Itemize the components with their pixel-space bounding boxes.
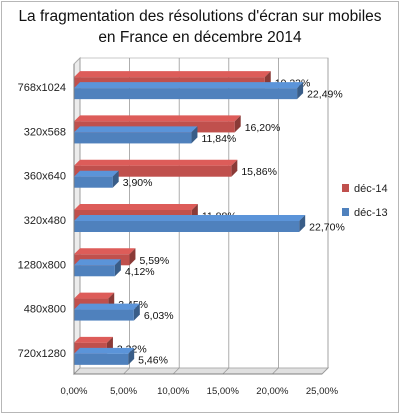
bar-end-face [128, 347, 135, 365]
gridline-floor [172, 367, 180, 375]
bar-top-face [74, 115, 241, 122]
bar-front-face [74, 353, 129, 365]
x-tick-label: 10,00% [157, 386, 190, 397]
data-label: 15,86% [241, 166, 277, 178]
bar-end-face [234, 115, 241, 133]
x-tick-label: 5,00% [110, 386, 137, 397]
bar-dec13 [74, 303, 140, 321]
category-label: 1280x800 [18, 259, 66, 271]
gridline-floor [123, 367, 130, 375]
bar-front-face [74, 132, 192, 144]
bar-top-face [74, 259, 121, 266]
bar-end-face [133, 303, 140, 321]
data-label: 11,84% [201, 133, 236, 145]
bar-top-face [74, 248, 136, 255]
chart-title-line-1: La fragmentation des résolutions d'écran… [18, 8, 382, 25]
bar-top-face [74, 159, 238, 166]
category-label: 320x568 [24, 126, 66, 138]
bar-top-face [74, 126, 198, 133]
legend-label-dec13: déc-13 [354, 207, 388, 219]
gridline-floor [321, 367, 329, 375]
bar-dec13 [74, 347, 135, 365]
bar-top-face [74, 347, 135, 354]
bar-front-face [74, 165, 232, 177]
bar-end-face [112, 170, 119, 188]
bar-top-face [74, 82, 304, 89]
bar-end-face [129, 248, 136, 266]
plot-floor [72, 367, 330, 375]
data-label: 4,12% [125, 266, 155, 278]
bar-end-face [297, 82, 304, 100]
bar-dec14 [74, 159, 238, 177]
category-label: 480x800 [24, 304, 66, 316]
bar-dec13 [74, 82, 304, 100]
bar-end-face [231, 159, 238, 177]
bar-dec13 [74, 259, 121, 277]
x-tick-label: 15,00% [207, 386, 240, 397]
data-label: 5,46% [138, 354, 168, 366]
data-label: 3,90% [123, 177, 153, 189]
category-label: 720x1280 [18, 348, 66, 360]
bar-top-face [74, 303, 140, 310]
category-label: 360x640 [24, 171, 66, 183]
chart-title-line-2: en France en décembre 2014 [98, 29, 302, 46]
bar-dec13 [74, 126, 198, 144]
bar-front-face [74, 309, 134, 321]
category-label: 768x1024 [18, 82, 66, 94]
bar-top-face [74, 170, 119, 177]
bar-end-face [191, 126, 198, 144]
legend-swatch-dec14 [342, 184, 349, 192]
bar-top-face [74, 204, 198, 210]
x-tick-label: 0,00% [61, 386, 88, 397]
x-tick-label: 25,00% [306, 386, 339, 397]
bar-front-face [74, 88, 298, 100]
chart-title: La fragmentation des résolutions d'écran… [2, 6, 398, 48]
bar-front-face [74, 265, 115, 277]
data-label: 22,70% [309, 222, 345, 234]
data-label: 22,49% [307, 89, 343, 101]
x-tick-label: 20,00% [256, 386, 289, 397]
gridline-floor [272, 367, 279, 375]
gridline-floor [73, 367, 81, 375]
bar-top-face [74, 336, 113, 343]
data-label: 5,59% [139, 255, 169, 267]
bar-end-face [299, 215, 306, 232]
bar-front-face [74, 221, 300, 232]
category-label: 320x480 [24, 215, 66, 227]
bar-dec13 [74, 170, 119, 188]
legend-swatch-dec13 [342, 208, 349, 216]
gridline-floor [222, 367, 230, 375]
data-label: 6,03% [144, 310, 174, 322]
bar-front-face [74, 176, 113, 188]
data-label: 16,20% [245, 122, 281, 134]
bar-top-face [74, 215, 306, 221]
legend-label-dec14: déc-14 [354, 183, 388, 195]
bar-top-face [74, 292, 115, 299]
bar-top-face [74, 71, 271, 78]
bar-dec13 [74, 215, 306, 232]
bar-end-face [114, 259, 121, 277]
